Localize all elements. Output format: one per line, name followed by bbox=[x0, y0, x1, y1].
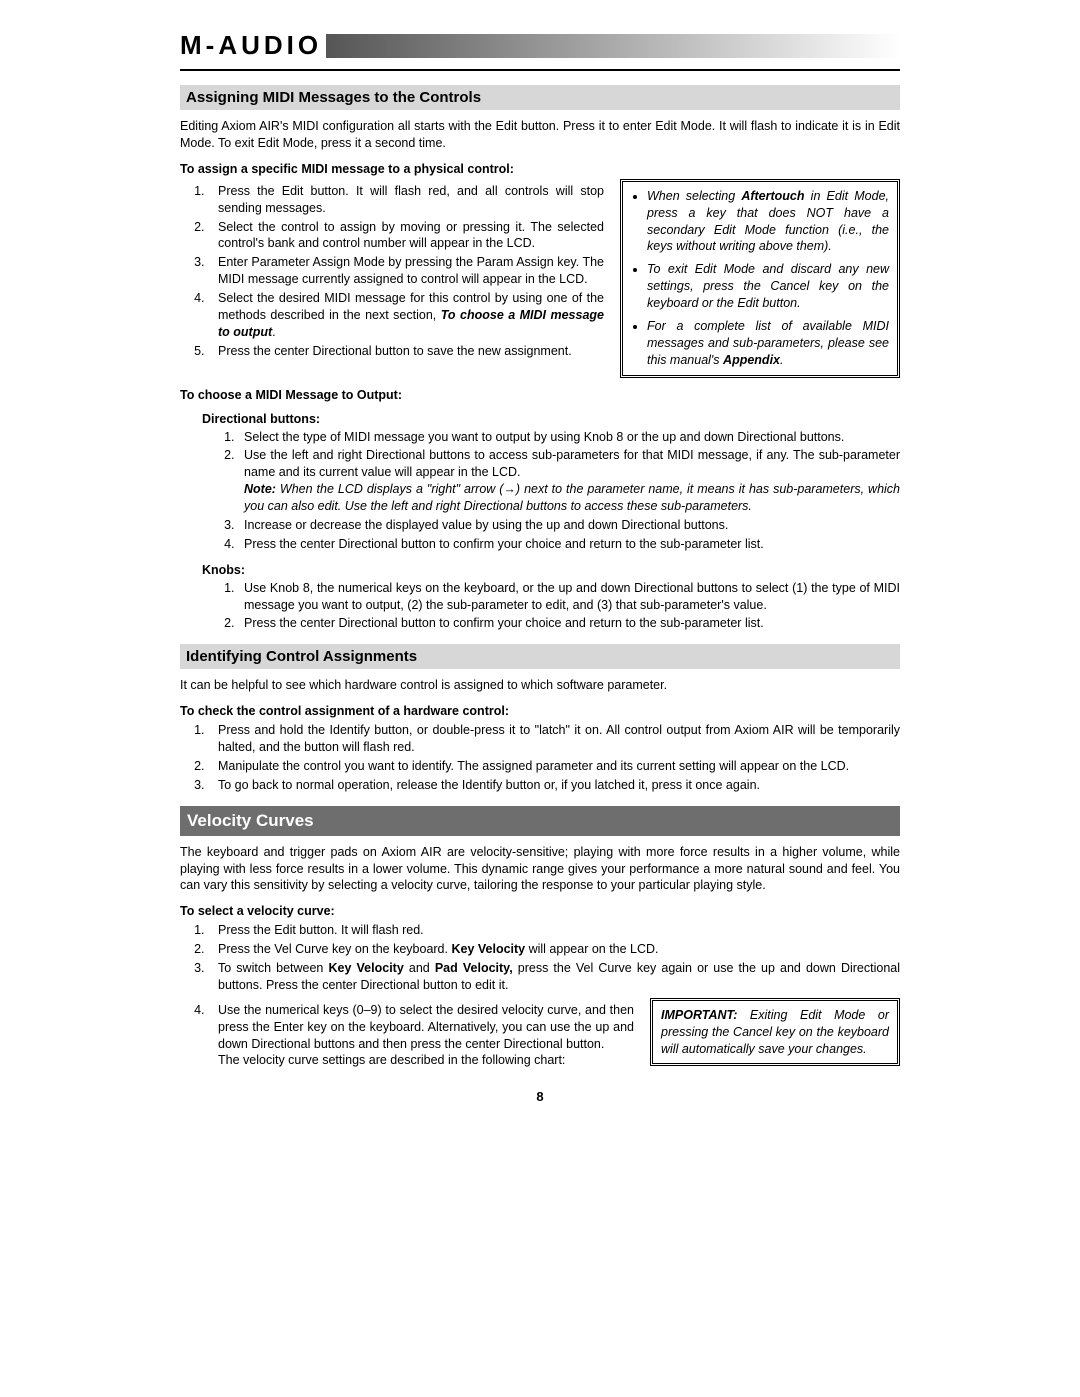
manual-page: M-AUDIO Assigning MIDI Messages to the C… bbox=[0, 0, 1080, 1104]
knobs-label: Knobs: bbox=[202, 563, 900, 577]
callout-text: . bbox=[780, 353, 783, 367]
assign-step: Press the center Directional button to s… bbox=[208, 343, 604, 360]
dir-step: Press the center Directional button to c… bbox=[238, 536, 900, 553]
identify-step: Manipulate the control you want to ident… bbox=[208, 758, 900, 775]
assign-subhead-1: To assign a specific MIDI message to a p… bbox=[180, 162, 900, 176]
assign-two-col: Press the Edit button. It will flash red… bbox=[180, 179, 900, 378]
velocity-step-text: Use the numerical keys (0–9) to select t… bbox=[218, 1003, 634, 1051]
identify-step: To go back to normal operation, release … bbox=[208, 777, 900, 794]
velocity-step: To switch between Key Velocity and Pad V… bbox=[208, 960, 900, 994]
dir-step: Use the left and right Directional butto… bbox=[238, 447, 900, 515]
velocity-step: Press the Edit button. It will flash red… bbox=[208, 922, 900, 939]
identify-steps-list: Press and hold the Identify button, or d… bbox=[180, 722, 900, 794]
callout-item: To exit Edit Mode and discard any new se… bbox=[647, 261, 889, 312]
velocity-step-bold: Key Velocity bbox=[329, 961, 404, 975]
identify-step: Press and hold the Identify button, or d… bbox=[208, 722, 900, 756]
velocity-after-text: The velocity curve settings are describe… bbox=[218, 1053, 565, 1067]
velocity-callout-content: IMPORTANT: Exiting Edit Mode or pressing… bbox=[661, 1008, 889, 1056]
knobs-steps-list: Use Knob 8, the numerical keys on the ke… bbox=[180, 580, 900, 633]
velocity-step: Use the numerical keys (0–9) to select t… bbox=[208, 1002, 634, 1070]
velocity-intro: The keyboard and trigger pads on Axiom A… bbox=[180, 844, 900, 895]
assign-callout: When selecting Aftertouch in Edit Mode, … bbox=[620, 179, 900, 378]
velocity-step-text: and bbox=[404, 961, 435, 975]
brand-header: M-AUDIO bbox=[180, 30, 900, 67]
assign-step: Enter Parameter Assign Mode by pressing … bbox=[208, 254, 604, 288]
dir-step: Select the type of MIDI message you want… bbox=[238, 429, 900, 446]
assign-step-period: . bbox=[272, 325, 275, 339]
velocity-callout-bold: IMPORTANT: bbox=[661, 1008, 737, 1022]
velocity-subhead: To select a velocity curve: bbox=[180, 904, 900, 918]
content-area: M-AUDIO Assigning MIDI Messages to the C… bbox=[180, 30, 900, 1104]
identify-intro: It can be helpful to see which hardware … bbox=[180, 677, 900, 694]
knobs-step: Press the center Directional button to c… bbox=[238, 615, 900, 632]
dir-buttons-label: Directional buttons: bbox=[202, 412, 900, 426]
dir-steps-list: Select the type of MIDI message you want… bbox=[180, 429, 900, 553]
callout-bold: Aftertouch bbox=[741, 189, 804, 203]
dir-step-text: Use the left and right Directional butto… bbox=[244, 448, 900, 479]
dir-note-body: When the LCD displays a "right" arrow (→… bbox=[244, 482, 900, 513]
callout-bold: Appendix bbox=[723, 353, 780, 367]
dir-note: Note: When the LCD displays a "right" ar… bbox=[244, 482, 900, 513]
assign-steps-list: Press the Edit button. It will flash red… bbox=[180, 183, 604, 360]
velocity-left-col: Use the numerical keys (0–9) to select t… bbox=[180, 998, 634, 1074]
brand-gradient-bar bbox=[326, 34, 900, 58]
velocity-callout: IMPORTANT: Exiting Edit Mode or pressing… bbox=[650, 998, 900, 1067]
section-heading-assign: Assigning MIDI Messages to the Controls bbox=[180, 85, 900, 110]
assign-intro: Editing Axiom AIR's MIDI configuration a… bbox=[180, 118, 900, 152]
identify-subhead: To check the control assignment of a har… bbox=[180, 704, 900, 718]
callout-item: When selecting Aftertouch in Edit Mode, … bbox=[647, 188, 889, 256]
velocity-step-text: will appear on the LCD. bbox=[525, 942, 658, 956]
brand-logo: M-AUDIO bbox=[180, 30, 326, 61]
callout-item: For a complete list of available MIDI me… bbox=[647, 318, 889, 369]
velocity-step-bold: Pad Velocity, bbox=[435, 961, 513, 975]
page-number: 8 bbox=[180, 1089, 900, 1104]
velocity-step: Press the Vel Curve key on the keyboard.… bbox=[208, 941, 900, 958]
assign-step: Select the control to assign by moving o… bbox=[208, 219, 604, 253]
knobs-step: Use Knob 8, the numerical keys on the ke… bbox=[238, 580, 900, 614]
velocity-step-text: Press the Vel Curve key on the keyboard. bbox=[218, 942, 451, 956]
assign-step: Select the desired MIDI message for this… bbox=[208, 290, 604, 341]
assign-left-col: Press the Edit button. It will flash red… bbox=[180, 179, 604, 364]
dir-step: Increase or decrease the displayed value… bbox=[238, 517, 900, 534]
dir-note-bold: Note: bbox=[244, 482, 276, 496]
velocity-two-col: Use the numerical keys (0–9) to select t… bbox=[180, 998, 900, 1074]
callout-list: When selecting Aftertouch in Edit Mode, … bbox=[631, 188, 889, 369]
header-rule bbox=[180, 69, 900, 71]
assign-step: Press the Edit button. It will flash red… bbox=[208, 183, 604, 217]
callout-text: When selecting bbox=[647, 189, 741, 203]
section-heading-velocity: Velocity Curves bbox=[180, 806, 900, 836]
section-heading-identify: Identifying Control Assignments bbox=[180, 644, 900, 669]
velocity-steps-list: Press the Edit button. It will flash red… bbox=[180, 922, 900, 994]
velocity-step-bold: Key Velocity bbox=[451, 942, 525, 956]
assign-subhead-2: To choose a MIDI Message to Output: bbox=[180, 388, 900, 402]
velocity-step-text: To switch between bbox=[218, 961, 329, 975]
velocity-steps-list-cont: Use the numerical keys (0–9) to select t… bbox=[180, 1002, 634, 1070]
